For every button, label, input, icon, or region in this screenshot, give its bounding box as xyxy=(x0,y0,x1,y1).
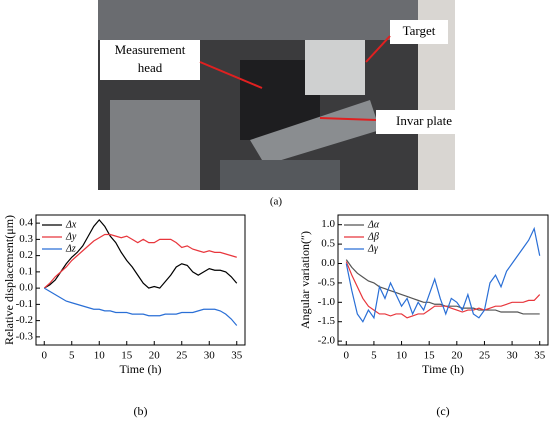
y-tick-label: -0.5 xyxy=(318,276,336,288)
y-tick-label: -1.0 xyxy=(318,296,336,308)
x-tick-label: 0 xyxy=(42,350,48,362)
x-axis-label: Time (h) xyxy=(120,362,162,376)
x-tick-label: 15 xyxy=(121,350,133,362)
arrow xyxy=(365,35,391,63)
x-tick-label: 5 xyxy=(371,350,377,362)
data-line xyxy=(43,287,238,326)
x-tick-label: 20 xyxy=(149,350,161,362)
legend-label: Δz xyxy=(65,243,76,254)
x-tick-label: 20 xyxy=(451,350,463,362)
photo-label: head xyxy=(138,60,163,75)
y-tick-label: 0.4 xyxy=(19,217,33,229)
data-line xyxy=(345,226,541,323)
label-box xyxy=(100,40,200,80)
photo-grid xyxy=(220,160,340,190)
arrow xyxy=(319,117,377,121)
legend-label: Δy xyxy=(65,231,77,242)
photo-machine xyxy=(110,100,200,190)
label-box xyxy=(376,110,472,134)
x-tick-label: 35 xyxy=(534,350,546,362)
y-tick-label: 0.0 xyxy=(321,257,335,269)
x-tick-label: 0 xyxy=(344,350,350,362)
data-line xyxy=(43,233,237,289)
y-tick-label: -1.5 xyxy=(318,315,336,327)
legend-label: Δβ xyxy=(367,231,379,242)
arrow xyxy=(199,61,263,89)
y-axis-label: Relative displacement(μm) xyxy=(2,215,16,345)
photo-label: Measurement xyxy=(115,42,186,57)
plot-frame xyxy=(35,214,246,346)
label-box xyxy=(390,20,448,44)
photo: Measurement head Target Invar plate xyxy=(98,0,472,190)
data-line xyxy=(43,218,238,289)
y-tick-label: -0.2 xyxy=(16,314,33,326)
x-tick-label: 25 xyxy=(176,350,188,362)
x-tick-label: 10 xyxy=(94,350,106,362)
y-tick-label: -0.1 xyxy=(16,298,33,310)
y-tick-label: 0.0 xyxy=(19,282,33,294)
x-tick-label: 25 xyxy=(479,350,491,362)
x-tick-label: 30 xyxy=(507,350,519,362)
plot-frame xyxy=(337,214,549,346)
caption: (c) xyxy=(436,404,449,418)
legend-label: Δγ xyxy=(367,243,379,254)
y-tick-label: 0.5 xyxy=(321,238,335,250)
photo-plate xyxy=(250,100,380,165)
x-axis-label: Time (h) xyxy=(422,362,464,376)
photo-target xyxy=(305,40,365,95)
y-tick-label: -0.3 xyxy=(16,330,34,342)
caption: (a) xyxy=(270,196,283,208)
x-tick-label: 35 xyxy=(231,350,243,362)
y-tick-label: 0.3 xyxy=(19,233,33,245)
photo-label: Target xyxy=(403,23,436,38)
photo-label: Invar plate xyxy=(396,113,452,128)
x-tick-label: 5 xyxy=(69,350,75,362)
y-tick-label: 0.1 xyxy=(19,265,33,277)
y-tick-label: -2.0 xyxy=(318,335,336,347)
x-tick-label: 15 xyxy=(424,350,436,362)
y-axis-label: Angular variation(″) xyxy=(298,231,312,329)
y-tick-label: 0.2 xyxy=(19,249,33,261)
x-tick-label: 30 xyxy=(204,350,216,362)
legend-label: Δx xyxy=(65,219,77,230)
y-tick-label: 1.0 xyxy=(321,218,335,230)
caption: (b) xyxy=(134,404,148,418)
legend-label: Δα xyxy=(367,219,380,230)
x-tick-label: 10 xyxy=(396,350,408,362)
